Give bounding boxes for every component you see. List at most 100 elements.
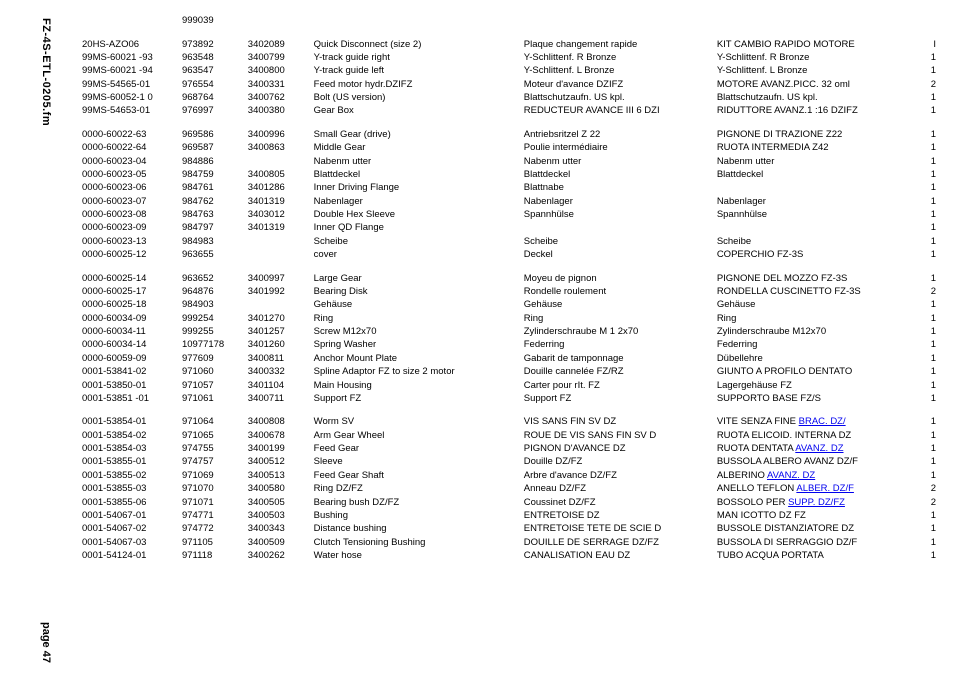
cell-col2: 3401260: [244, 338, 310, 351]
parts-table: 99903920HS-AZO069738923402089Quick Disco…: [78, 14, 940, 562]
cell-col4: Y-Schlittenf. R Bronze: [520, 51, 713, 64]
cell-col1: 984759: [178, 168, 244, 181]
cell-col0: 0001-53855-01: [78, 455, 178, 468]
cell-col1: 971071: [178, 495, 244, 508]
cell-col2: 3400380: [244, 104, 310, 117]
cell-col5: ALBERINO AVANZ. DZ: [713, 469, 917, 482]
cell-col6: 1: [917, 168, 940, 181]
cell-col4: ENTRETOISE TETE DE SCIE D: [520, 522, 713, 535]
cell-col6: 1: [917, 195, 940, 208]
cell-col1: 963652: [178, 271, 244, 284]
cell-col0: 0001-53855-03: [78, 482, 178, 495]
cell-col1: 971061: [178, 392, 244, 405]
cell-col4: PIGNON D'AVANCE DZ: [520, 442, 713, 455]
cell-col1: 984797: [178, 221, 244, 234]
cell-col6: 1: [917, 181, 940, 194]
cell-col5: Y-Schlittenf. R Bronze: [713, 51, 917, 64]
cell-col0: 0000-60034-14: [78, 338, 178, 351]
table-row: 99MS-54653-019769973400380Gear BoxREDUCT…: [78, 104, 940, 117]
table-row: 0001-53854-039747553400199Feed GearPIGNO…: [78, 442, 940, 455]
cell-col2: 3400343: [244, 522, 310, 535]
spacer-cell: [78, 118, 940, 128]
cell-col4: Federring: [520, 338, 713, 351]
page-number-label: page 47: [40, 622, 52, 663]
cell-col6: 1: [917, 64, 940, 77]
cell-col0: [78, 14, 178, 27]
cell-col2: 3400808: [244, 415, 310, 428]
cell-col2: 3401319: [244, 195, 310, 208]
cell-col1: 963547: [178, 64, 244, 77]
cell-col4: Blattschutzaufn. US kpl.: [520, 91, 713, 104]
cell-col2: 3400996: [244, 128, 310, 141]
cell-col0: 0000-60025-12: [78, 248, 178, 261]
cell-col6: 1: [917, 522, 940, 535]
cell-col3: cover: [310, 248, 520, 261]
cell-col3: Nabenm utter: [310, 154, 520, 167]
table-row: 0000-60023-069847613401286 Inner Driving…: [78, 181, 940, 194]
cell-col0: 0000-60023-08: [78, 208, 178, 221]
cell-col3: Ring: [310, 312, 520, 325]
cell-col4: Ring: [520, 312, 713, 325]
part-link[interactable]: SUPP. DZ/FZ: [788, 497, 845, 508]
cell-col0: 20HS-AZO06: [78, 37, 178, 50]
cell-col5: [713, 14, 917, 27]
cell-col3: Bushing: [310, 509, 520, 522]
cell-col0: 0001-53841-02: [78, 365, 178, 378]
cell-col4: Anneau DZ/FZ: [520, 482, 713, 495]
part-link[interactable]: AVANZ. DZ: [795, 443, 843, 454]
cell-col0: 0001-54124-01: [78, 549, 178, 562]
cell-col5: PIGNONE DEL MOZZO FZ-3S: [713, 271, 917, 284]
cell-col5: RUOTA DENTATA AVANZ. DZ: [713, 442, 917, 455]
cell-col6: 1: [917, 469, 940, 482]
cell-col3: Main Housing: [310, 378, 520, 391]
cell-col3: Small Gear (drive): [310, 128, 520, 141]
cell-col2: 3400811: [244, 352, 310, 365]
table-row: 0000-60023-059847593400805BlattdeckelBla…: [78, 168, 940, 181]
cell-col6: 1: [917, 208, 940, 221]
cell-col3: Blattdeckel: [310, 168, 520, 181]
cell-col2: 3400503: [244, 509, 310, 522]
cell-col0: 0000-60023-13: [78, 235, 178, 248]
table-row: 0001-53851 -019710613400711Support FZSup…: [78, 392, 940, 405]
cell-col5: Y-Schlittenf. L Bronze: [713, 64, 917, 77]
cell-col1: 968764: [178, 91, 244, 104]
cell-col1: 984762: [178, 195, 244, 208]
cell-col6: 1: [917, 141, 940, 154]
part-link[interactable]: AVANZ. DZ: [767, 470, 815, 481]
cell-col2: 3401270: [244, 312, 310, 325]
cell-col4: Support FZ: [520, 392, 713, 405]
cell-col5: MOTORE AVANZ.PICC. 32 oml: [713, 78, 917, 91]
cell-col0: 0001-54067-02: [78, 522, 178, 535]
cell-col6: 1: [917, 365, 940, 378]
cell-col5: RIDUTTORE AVANZ.1 :16 DZIFZ: [713, 104, 917, 117]
cell-col0: 0001-53850-01: [78, 378, 178, 391]
table-row: 0001-54067-029747723400343Distance bushi…: [78, 522, 940, 535]
cell-col4: Nabenlager: [520, 195, 713, 208]
cell-col0: 0000-60025-17: [78, 285, 178, 298]
cell-col4: DOUILLE DE SERRAGE DZ/FZ: [520, 536, 713, 549]
part-link[interactable]: ALBER. DZ/F: [796, 483, 854, 494]
cell-col6: 1: [917, 271, 940, 284]
cell-col2: 3401992: [244, 285, 310, 298]
part-link[interactable]: BRAC. DZ/: [799, 416, 846, 427]
cell-col6: 1: [917, 536, 940, 549]
cell-col4: [520, 14, 713, 27]
cell-col0: 0000-60022-64: [78, 141, 178, 154]
cell-col5: SUPPORTO BASE FZ/S: [713, 392, 917, 405]
cell-col2: 3400799: [244, 51, 310, 64]
cell-col4: ROUE DE VIS SANS FIN SV D: [520, 429, 713, 442]
cell-col3: Inner Driving Flange: [310, 181, 520, 194]
cell-col2: 3400512: [244, 455, 310, 468]
cell-col0: 0000-60023-07: [78, 195, 178, 208]
table-row: [78, 118, 940, 128]
cell-col6: 1: [917, 104, 940, 117]
cell-col5: COPERCHIO FZ-3S: [713, 248, 917, 261]
cell-col4: Blattnabe: [520, 181, 713, 194]
cell-col2: 3400509: [244, 536, 310, 549]
cell-col6: 1: [917, 221, 940, 234]
cell-col1: 999039: [178, 14, 244, 27]
cell-col1: 963655: [178, 248, 244, 261]
table-row: 0001-53854-029710653400678Arm Gear Wheel…: [78, 429, 940, 442]
table-row: 0000-60059-099776093400811Anchor Mount P…: [78, 352, 940, 365]
cell-col1: 984983: [178, 235, 244, 248]
